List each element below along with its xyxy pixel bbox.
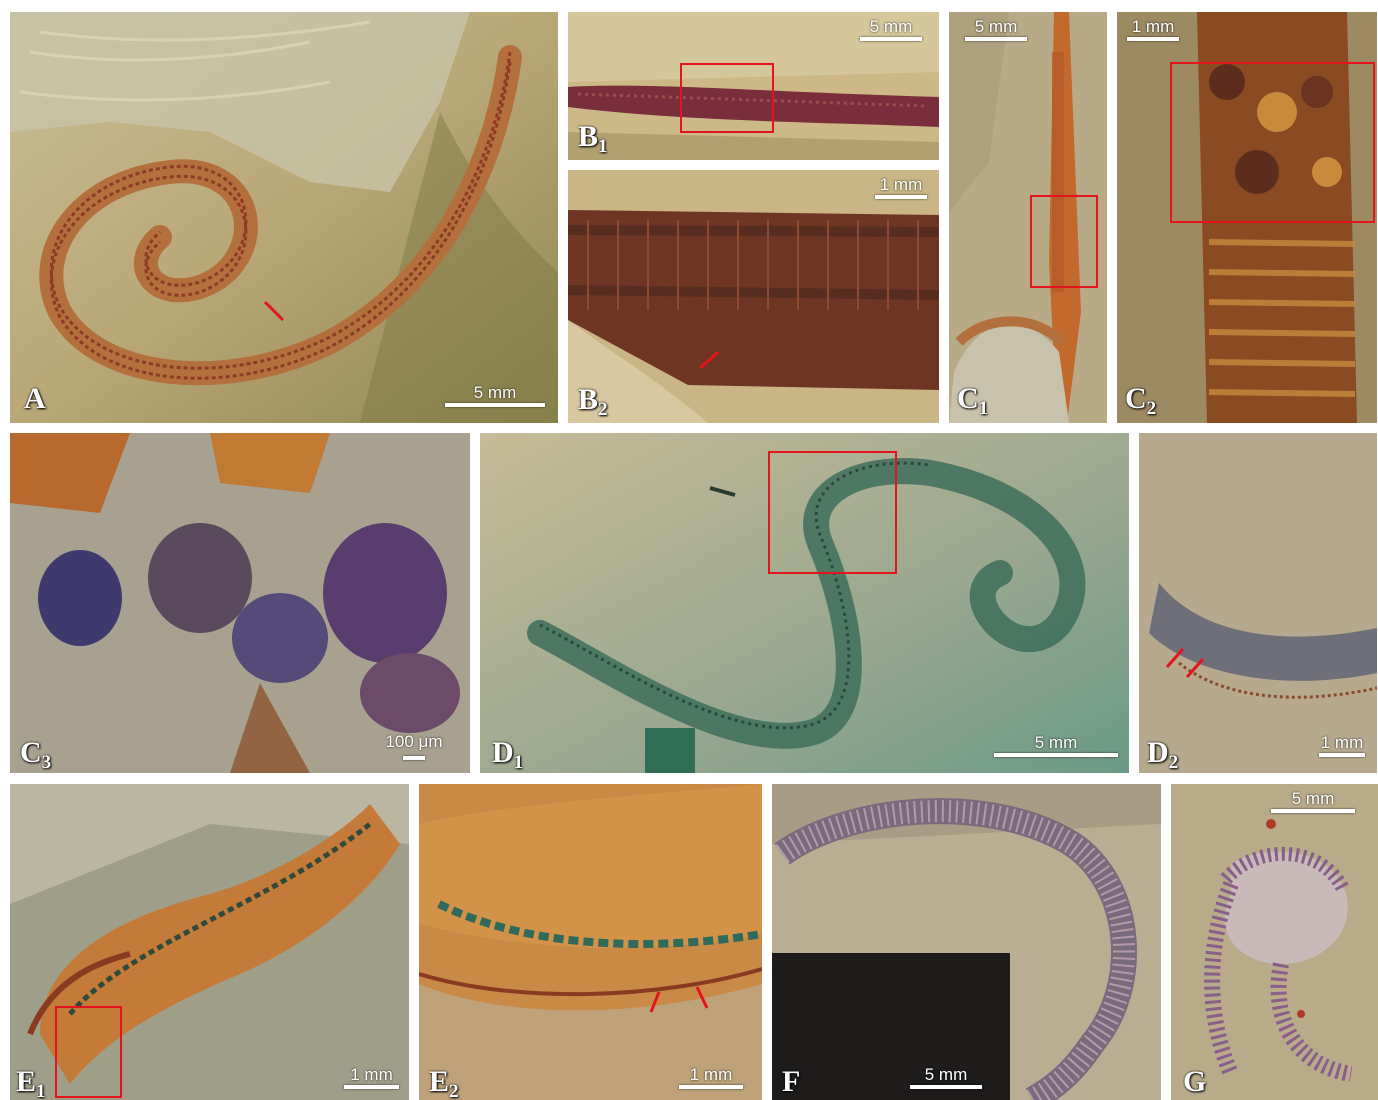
panel-b2: B2 1 mm xyxy=(568,170,939,423)
panel-b1: B1 5 mm xyxy=(568,12,939,160)
panel-label: F xyxy=(782,1065,801,1098)
panel-label: E2 xyxy=(429,1065,459,1100)
arrow xyxy=(263,300,285,322)
panel-d1: D1 5 mm xyxy=(480,433,1129,773)
masked-area xyxy=(772,953,1010,1100)
panel-d1-photo xyxy=(480,433,1129,773)
panel-g-photo xyxy=(1171,784,1378,1100)
scale-bar: 1 mm xyxy=(679,1066,743,1089)
scale-bar: 1 mm xyxy=(1319,734,1365,757)
panel-label: C2 xyxy=(1125,382,1157,419)
panel-b1-photo xyxy=(568,12,939,160)
panel-label: D1 xyxy=(492,736,524,773)
arrow xyxy=(1185,658,1205,678)
panel-label: C3 xyxy=(20,736,52,773)
panel-c3: C3 100 μm xyxy=(10,433,470,773)
panel-e1-photo xyxy=(10,784,409,1100)
panel-c2-photo xyxy=(1117,12,1377,423)
scale-bar: 1 mm xyxy=(1127,18,1179,41)
panel-d2: D2 1 mm xyxy=(1139,433,1377,773)
panel-c1: C1 5 mm xyxy=(949,12,1107,423)
panel-a: A 5 mm xyxy=(10,12,558,423)
panel-c3-photo xyxy=(10,433,470,773)
scale-bar: 5 mm xyxy=(445,384,545,407)
highlight-box xyxy=(680,63,774,133)
scale-bar: 5 mm xyxy=(994,734,1118,757)
panel-f: F 5 mm xyxy=(772,784,1161,1100)
highlight-box xyxy=(1170,62,1375,223)
scale-bar: 5 mm xyxy=(1271,790,1355,813)
panel-label: B2 xyxy=(578,383,608,420)
panel-label: D2 xyxy=(1147,736,1179,773)
arrow xyxy=(695,986,709,1009)
panel-g: G 5 mm xyxy=(1171,784,1378,1100)
scale-bar: 1 mm xyxy=(875,176,927,199)
arrow xyxy=(1165,648,1185,668)
panel-d2-photo xyxy=(1139,433,1377,773)
panel-e1: E1 1 mm xyxy=(10,784,409,1100)
scale-bar: 5 mm xyxy=(910,1066,982,1089)
panel-label: E1 xyxy=(16,1065,46,1100)
highlight-box xyxy=(1030,195,1098,288)
panel-e2-photo xyxy=(419,784,762,1100)
panel-c1-photo xyxy=(949,12,1107,423)
panel-label: G xyxy=(1183,1065,1207,1098)
highlight-box xyxy=(768,451,897,574)
panel-label: A xyxy=(24,382,46,415)
panel-b2-photo xyxy=(568,170,939,423)
scale-bar: 5 mm xyxy=(965,18,1027,41)
arrow xyxy=(649,991,661,1013)
arrow xyxy=(699,350,719,370)
panel-a-photo xyxy=(10,12,558,423)
panel-c2: C2 1 mm xyxy=(1117,12,1377,423)
scale-bar: 5 mm xyxy=(860,18,922,41)
panel-label: C1 xyxy=(957,382,989,419)
scale-bar: 100 μm xyxy=(372,733,456,760)
panel-label: B1 xyxy=(578,120,608,157)
highlight-box xyxy=(55,1006,122,1098)
scale-bar: 1 mm xyxy=(344,1066,399,1089)
panel-e2: E2 1 mm xyxy=(419,784,762,1100)
